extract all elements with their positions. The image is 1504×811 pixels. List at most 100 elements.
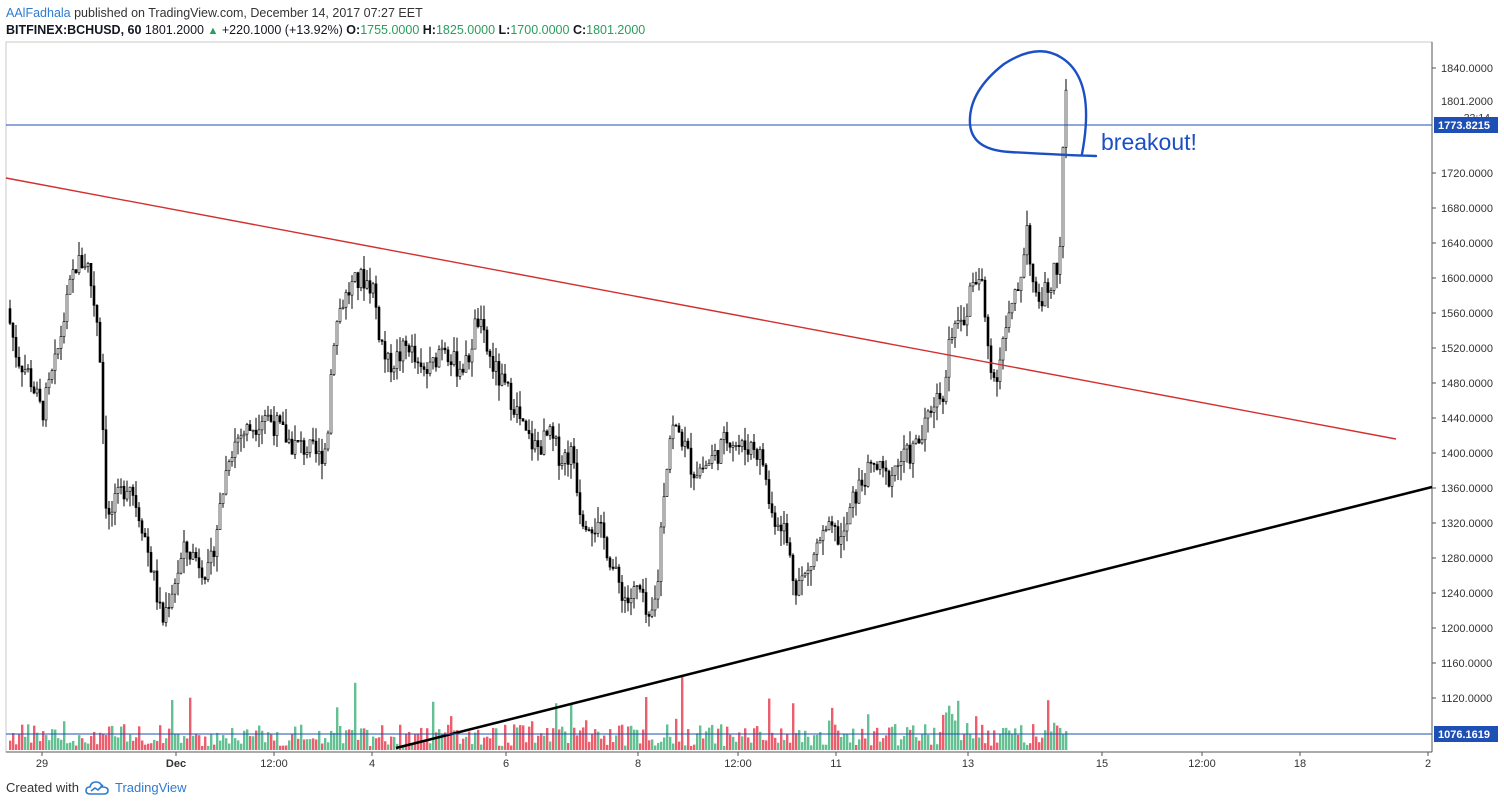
- candle: [515, 392, 519, 423]
- candle-body: [734, 445, 738, 447]
- low-label: L:: [498, 23, 511, 37]
- candle-body: [467, 355, 471, 363]
- candle: [692, 471, 696, 491]
- candle-body: [1058, 246, 1062, 275]
- candle-body: [413, 345, 417, 363]
- candle: [992, 369, 996, 382]
- candle: [833, 522, 837, 542]
- volume-bar: [42, 731, 45, 750]
- volume-bar: [354, 682, 357, 750]
- candle-body: [482, 319, 486, 331]
- volume-bar: [585, 720, 588, 750]
- candle: [269, 409, 273, 423]
- volume-bar: [45, 735, 48, 750]
- price-tick-label: 1400.0000: [1441, 448, 1493, 460]
- candle-body: [623, 597, 627, 601]
- candle-body: [215, 529, 219, 557]
- volume-bar: [564, 731, 567, 750]
- candle: [554, 435, 558, 447]
- time-tick-label: 29: [36, 758, 48, 770]
- volume-bar: [231, 728, 234, 750]
- candle-body: [146, 536, 150, 553]
- candle-body: [290, 438, 294, 455]
- candle-body: [728, 442, 732, 448]
- candle-body: [497, 361, 501, 386]
- volume-bar: [537, 735, 540, 750]
- candle: [41, 400, 45, 427]
- candle: [95, 304, 99, 337]
- candle-body: [182, 541, 186, 559]
- candle: [656, 569, 660, 609]
- candle: [563, 449, 567, 476]
- candle-body: [224, 470, 228, 495]
- volume-bar: [165, 738, 168, 750]
- candle-body: [872, 463, 876, 465]
- candle: [65, 285, 69, 330]
- volume-bar: [777, 742, 780, 750]
- candle-body: [284, 424, 288, 443]
- candle: [839, 522, 843, 559]
- candle: [326, 430, 330, 452]
- candle: [614, 556, 618, 569]
- candle: [641, 578, 645, 603]
- open-value: 1755.0000: [360, 23, 420, 37]
- volume-bar: [927, 734, 930, 750]
- volume-bar: [72, 740, 75, 750]
- volume-bar: [474, 732, 477, 750]
- author-link[interactable]: AAlFadhala: [6, 6, 71, 20]
- candle: [278, 414, 282, 425]
- volume-bar: [789, 742, 792, 750]
- candle-body: [239, 435, 243, 439]
- candle-body: [26, 368, 30, 371]
- candle-body: [617, 566, 621, 583]
- volume-bar: [708, 727, 711, 750]
- volume-bar: [333, 733, 336, 750]
- volume-bar: [924, 724, 927, 750]
- candle: [356, 271, 360, 301]
- candle-body: [458, 368, 462, 377]
- volume-bar: [96, 744, 99, 750]
- volume-bar: [423, 742, 426, 750]
- candle-body: [785, 522, 789, 543]
- volume-bar: [630, 725, 633, 750]
- volume-bar: [555, 703, 558, 750]
- volume-bar: [261, 730, 264, 750]
- volume-bar: [888, 727, 891, 750]
- candle: [206, 548, 210, 583]
- candle-body: [38, 388, 42, 402]
- volume-bar: [48, 740, 51, 750]
- candle-body: [566, 452, 570, 465]
- volume-bar: [606, 744, 609, 750]
- volume-bar: [483, 737, 486, 750]
- volume-bar: [336, 707, 339, 750]
- candle: [527, 419, 531, 440]
- candle: [242, 430, 246, 449]
- volume-bar: [249, 736, 252, 750]
- volume-bar: [405, 733, 408, 750]
- candle-body: [614, 566, 618, 569]
- candle-body: [581, 514, 585, 527]
- volume-bar: [552, 728, 555, 750]
- volume-bar: [972, 738, 975, 750]
- candle-body: [80, 255, 84, 269]
- volume-bar: [702, 738, 705, 750]
- candle: [227, 459, 231, 476]
- candle-body: [35, 388, 39, 394]
- candle: [71, 259, 75, 293]
- tradingview-cloud-icon: [85, 781, 109, 795]
- candle: [524, 419, 528, 431]
- tradingview-brand[interactable]: TradingView: [114, 780, 187, 795]
- price-tick-label: 1680.0000: [1441, 203, 1493, 215]
- candle: [50, 368, 54, 384]
- candle: [767, 470, 771, 509]
- high-value: 1825.0000: [435, 23, 496, 37]
- candle-body: [17, 356, 21, 367]
- candle: [440, 339, 444, 361]
- candle-body: [980, 279, 984, 281]
- candle: [473, 309, 477, 350]
- price-tick-label: 1320.0000: [1441, 518, 1493, 530]
- candle-body: [473, 318, 477, 350]
- candle: [539, 440, 543, 455]
